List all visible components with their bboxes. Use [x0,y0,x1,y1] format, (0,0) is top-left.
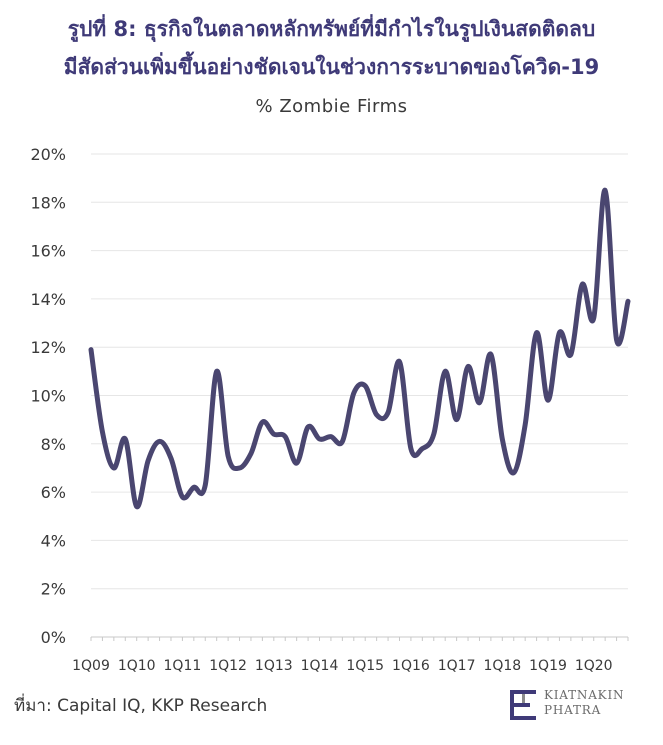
data-point [318,437,322,441]
data-point [203,483,207,487]
x-tick-label: 1Q15 [346,658,384,674]
data-point [306,425,310,429]
y-tick-label: 2% [41,580,66,599]
data-point [192,485,196,489]
y-tick-label: 16% [30,242,66,261]
data-point [135,505,139,509]
data-point [478,401,482,405]
data-point [443,369,447,373]
data-point [158,439,162,443]
data-point [420,447,424,451]
x-tick-label: 1Q19 [529,658,567,674]
x-tick-label: 1Q14 [301,658,339,674]
x-axis-tick-labels: 1Q09 1Q10 1Q11 1Q12 1Q13 1Q14 1Q15 1Q16 1Q17 1Q18… [72,658,612,674]
data-point [580,282,584,286]
data-point [215,369,219,373]
data-point [260,420,264,424]
data-point [592,316,596,320]
data-point [146,459,150,463]
data-point [455,418,459,422]
data-point [295,461,299,465]
chart-title-line-2: มีสัดส่วนเพิ่มขึ้นอย่างชัดเจนในช่วงการระ… [63,55,600,79]
data-point [398,360,402,364]
source-note: ที่มา: Capital IQ, KKP Research [14,696,268,716]
data-point [375,413,379,417]
y-axis-tick-labels: 0% 2% 4% 6% 8% 10% 12% 14% 16% 18% 20% [30,145,66,647]
zombie-firms-series-line [88,187,631,510]
y-tick-label: 14% [30,290,66,309]
x-tick-label: 1Q16 [392,658,430,674]
data-point [352,391,356,395]
logo-text: KIATNAKIN PHATRA [544,688,624,718]
data-point [432,432,436,436]
data-point [489,352,493,356]
data-point [272,432,276,436]
data-point [226,454,230,458]
chart-subtitle: % Zombie Firms [255,96,408,117]
data-point [180,495,184,499]
logo-mark-icon [510,690,536,720]
x-tick-label: 1Q12 [209,658,247,674]
data-point [238,466,242,470]
data-point [100,430,104,434]
kiatnakin-phatra-logo: KIATNAKIN PHATRA [508,686,648,726]
data-point [500,437,504,441]
grid-lines [91,153,628,590]
data-point [249,452,253,456]
data-point [523,423,527,427]
data-point [409,447,413,451]
data-point [340,439,344,443]
data-point [363,384,367,388]
data-point [569,352,573,356]
data-point [615,338,619,342]
x-tick-label: 1Q09 [72,658,110,674]
y-tick-label: 0% [41,628,66,647]
chart-title-line-1: รูปที่ 8: ธุรกิจในตลาดหลักทรัพย์ที่มีกำไ… [67,17,596,41]
axes [90,636,629,641]
data-point [283,435,287,439]
y-tick-label: 6% [41,483,66,502]
y-tick-label: 4% [41,531,66,550]
y-tick-label: 10% [30,387,66,406]
y-tick-label: 20% [30,145,66,164]
data-point [123,437,127,441]
data-point [386,410,390,414]
y-tick-label: 8% [41,435,66,454]
data-point [329,435,333,439]
logo-line-1: KIATNAKIN [544,688,625,702]
x-tick-label: 1Q17 [438,658,476,674]
data-point [112,466,116,470]
data-point [546,398,550,402]
data-point [466,365,470,369]
x-tick-label: 1Q13 [255,658,293,674]
data-point [169,456,173,460]
x-tick-label: 1Q11 [164,658,202,674]
x-tick-label: 1Q18 [483,658,521,674]
data-point [535,331,539,335]
x-tick-label: 1Q20 [575,658,613,674]
data-point [603,188,607,192]
logo-line-2: PHATRA [544,703,602,717]
data-point [626,299,630,303]
y-tick-label: 12% [30,338,66,357]
data-point [89,348,93,352]
data-point [557,331,561,335]
y-tick-label: 18% [30,193,66,212]
series-layer [88,187,631,510]
x-tick-label: 1Q10 [118,658,156,674]
data-point [512,471,516,475]
